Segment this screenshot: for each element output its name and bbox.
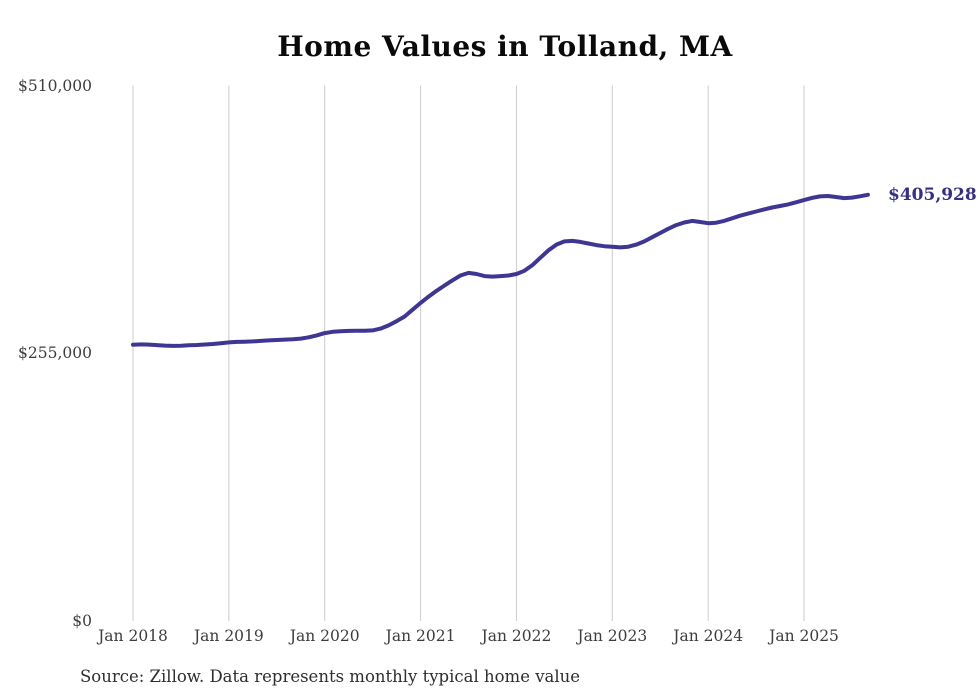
- x-tick-label: Jan 2018: [98, 627, 168, 645]
- chart-title: Home Values in Tolland, MA: [277, 30, 733, 63]
- y-tick-label: $255,000: [18, 344, 92, 363]
- source-note: Source: Zillow. Data represents monthly …: [80, 667, 581, 686]
- x-tick-label: Jan 2021: [385, 627, 456, 645]
- latest-value-label: $405,928: [888, 184, 977, 205]
- x-tick-label: Jan 2019: [193, 627, 264, 645]
- x-tick-label: Jan 2025: [769, 627, 839, 645]
- y-tick-label: $0: [72, 612, 92, 630]
- home-value-line-series: [131, 192, 870, 348]
- x-tick-label: Jan 2023: [577, 627, 648, 645]
- x-tick-label: Jan 2020: [289, 627, 360, 645]
- y-tick-label: $510,000: [18, 76, 92, 95]
- x-tick-label: Jan 2022: [481, 627, 552, 645]
- x-tick-label: Jan 2024: [673, 627, 744, 645]
